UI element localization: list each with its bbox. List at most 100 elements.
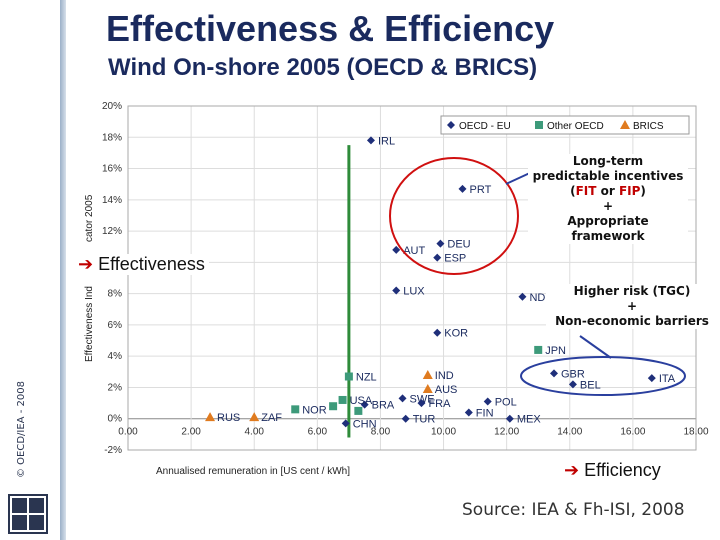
square-marker <box>291 405 300 414</box>
x-axis-title: Annualised remuneration in [US cent / kW… <box>156 466 350 477</box>
y-tick-label: 18% <box>102 132 122 143</box>
point-label: JPN <box>545 345 566 357</box>
diamond-marker <box>417 399 426 408</box>
diamond-marker <box>433 253 442 262</box>
diamond-marker <box>505 414 514 423</box>
point-label: FIN <box>476 407 494 419</box>
y-tick-label: 8% <box>108 289 123 300</box>
left-sidebar: © OECD/IEA - 2008 <box>0 0 66 540</box>
point-label: ZAF <box>261 412 282 424</box>
x-tick-label: 8.00 <box>371 427 391 438</box>
diamond-marker <box>550 369 558 378</box>
diamond-marker <box>458 184 467 193</box>
point-label: SWE <box>410 393 435 405</box>
y-tick-label: 4% <box>108 351 123 362</box>
higher-risk-annotation: Higher risk (TGC) + Non-economic barrier… <box>546 284 718 329</box>
annotation-line: predictable incentives <box>532 169 684 183</box>
efficiency-text: Efficiency <box>584 460 661 480</box>
square-marker <box>344 372 353 381</box>
annotation-line: Long-term <box>572 154 644 168</box>
inefficient-cluster-highlight <box>520 356 686 396</box>
fit-label: FIT <box>575 184 597 198</box>
square-marker <box>534 345 543 354</box>
diamond-marker <box>401 414 410 423</box>
point-label: ESP <box>444 253 466 265</box>
annotation-line: framework <box>571 229 645 243</box>
efficiency-label: ➔ Efficiency <box>564 460 661 481</box>
point-label: BEL <box>580 379 601 391</box>
y-tick-label: 14% <box>102 195 122 206</box>
diamond-marker <box>392 286 401 295</box>
diamond-marker <box>483 397 492 406</box>
effectiveness-label: ➔ Effectiveness <box>78 254 209 275</box>
y-tick-label: -2% <box>104 445 122 456</box>
diamond-marker <box>518 292 527 301</box>
point-label: USA <box>350 395 373 407</box>
square-marker <box>338 395 347 404</box>
paren-open: ( <box>570 184 576 198</box>
point-label: IRL <box>378 135 395 147</box>
long-term-annotation: Long-term predictable incentives (FIT or… <box>528 154 688 244</box>
point-label: AUT <box>403 245 425 257</box>
square-marker <box>535 121 543 129</box>
square-marker <box>354 406 363 415</box>
diamond-marker <box>341 419 350 428</box>
chart-legend: OECD - EU Other OECD BRICS <box>440 115 690 135</box>
y-tick-label: 20% <box>102 101 122 112</box>
paren-close: ) <box>640 184 646 198</box>
triangle-marker <box>205 412 216 422</box>
fip-label: FIP <box>618 184 641 198</box>
diamond-marker <box>447 121 455 129</box>
legend-label: Other OECD <box>547 121 604 132</box>
triangle-marker <box>422 384 433 394</box>
callout-line-bottom <box>579 335 612 359</box>
annotation-plus: + <box>602 199 614 213</box>
effectiveness-text: Effectiveness <box>98 254 205 274</box>
arrow-right-icon: ➔ <box>564 460 580 480</box>
point-label: ITA <box>659 373 676 385</box>
source-note: Source: IEA & Fh-ISI, 2008 <box>462 500 685 520</box>
copyright-text: © OECD/IEA - 2008 <box>16 381 27 478</box>
y-tick-label: 16% <box>102 164 122 175</box>
point-label: NOR <box>302 404 327 416</box>
or-label: or <box>596 184 619 198</box>
x-tick-label: 14.00 <box>557 427 582 438</box>
x-tick-label: 12.00 <box>494 427 519 438</box>
x-tick-label: 10.00 <box>431 427 456 438</box>
triangle-marker <box>620 120 630 129</box>
point-label: KOR <box>444 328 468 340</box>
point-label: FRA <box>428 398 451 410</box>
y-tick-label: 0% <box>108 414 123 425</box>
diamond-marker <box>436 239 445 248</box>
x-tick-label: 2.00 <box>181 427 201 438</box>
triangle-marker <box>422 369 433 379</box>
diamond-marker <box>392 245 401 254</box>
point-label: PRT <box>469 184 491 196</box>
diamond-marker <box>568 380 577 389</box>
diamond-marker <box>433 328 442 337</box>
page-subtitle: Wind On-shore 2005 (OECD & BRICS) <box>108 54 538 81</box>
y-axis-title-secondary: cator 2005 <box>84 194 95 242</box>
legend-box <box>440 115 690 135</box>
triangle-marker <box>249 412 260 422</box>
y-tick-label: 2% <box>108 382 123 393</box>
annotation-line: Appropriate <box>567 214 649 228</box>
point-label: LUX <box>403 286 425 298</box>
point-label: IND <box>435 370 454 382</box>
point-label: DEU <box>447 239 470 251</box>
diamond-marker <box>647 374 656 383</box>
annotation-line: Non-economic barriers <box>555 314 709 328</box>
point-label: TUR <box>413 414 436 426</box>
point-label: BRA <box>372 400 395 412</box>
point-label: AUS <box>435 384 458 396</box>
legend-label: BRICS <box>633 121 664 132</box>
point-label: MEX <box>517 414 542 426</box>
point-label: GBR <box>561 368 585 380</box>
diamond-marker <box>366 136 375 145</box>
point-label: RUS <box>217 412 240 424</box>
diamond-marker <box>398 394 407 403</box>
point-label: CHN <box>353 418 377 430</box>
annotation-plus: + <box>626 299 638 313</box>
y-tick-label: 12% <box>102 226 122 237</box>
